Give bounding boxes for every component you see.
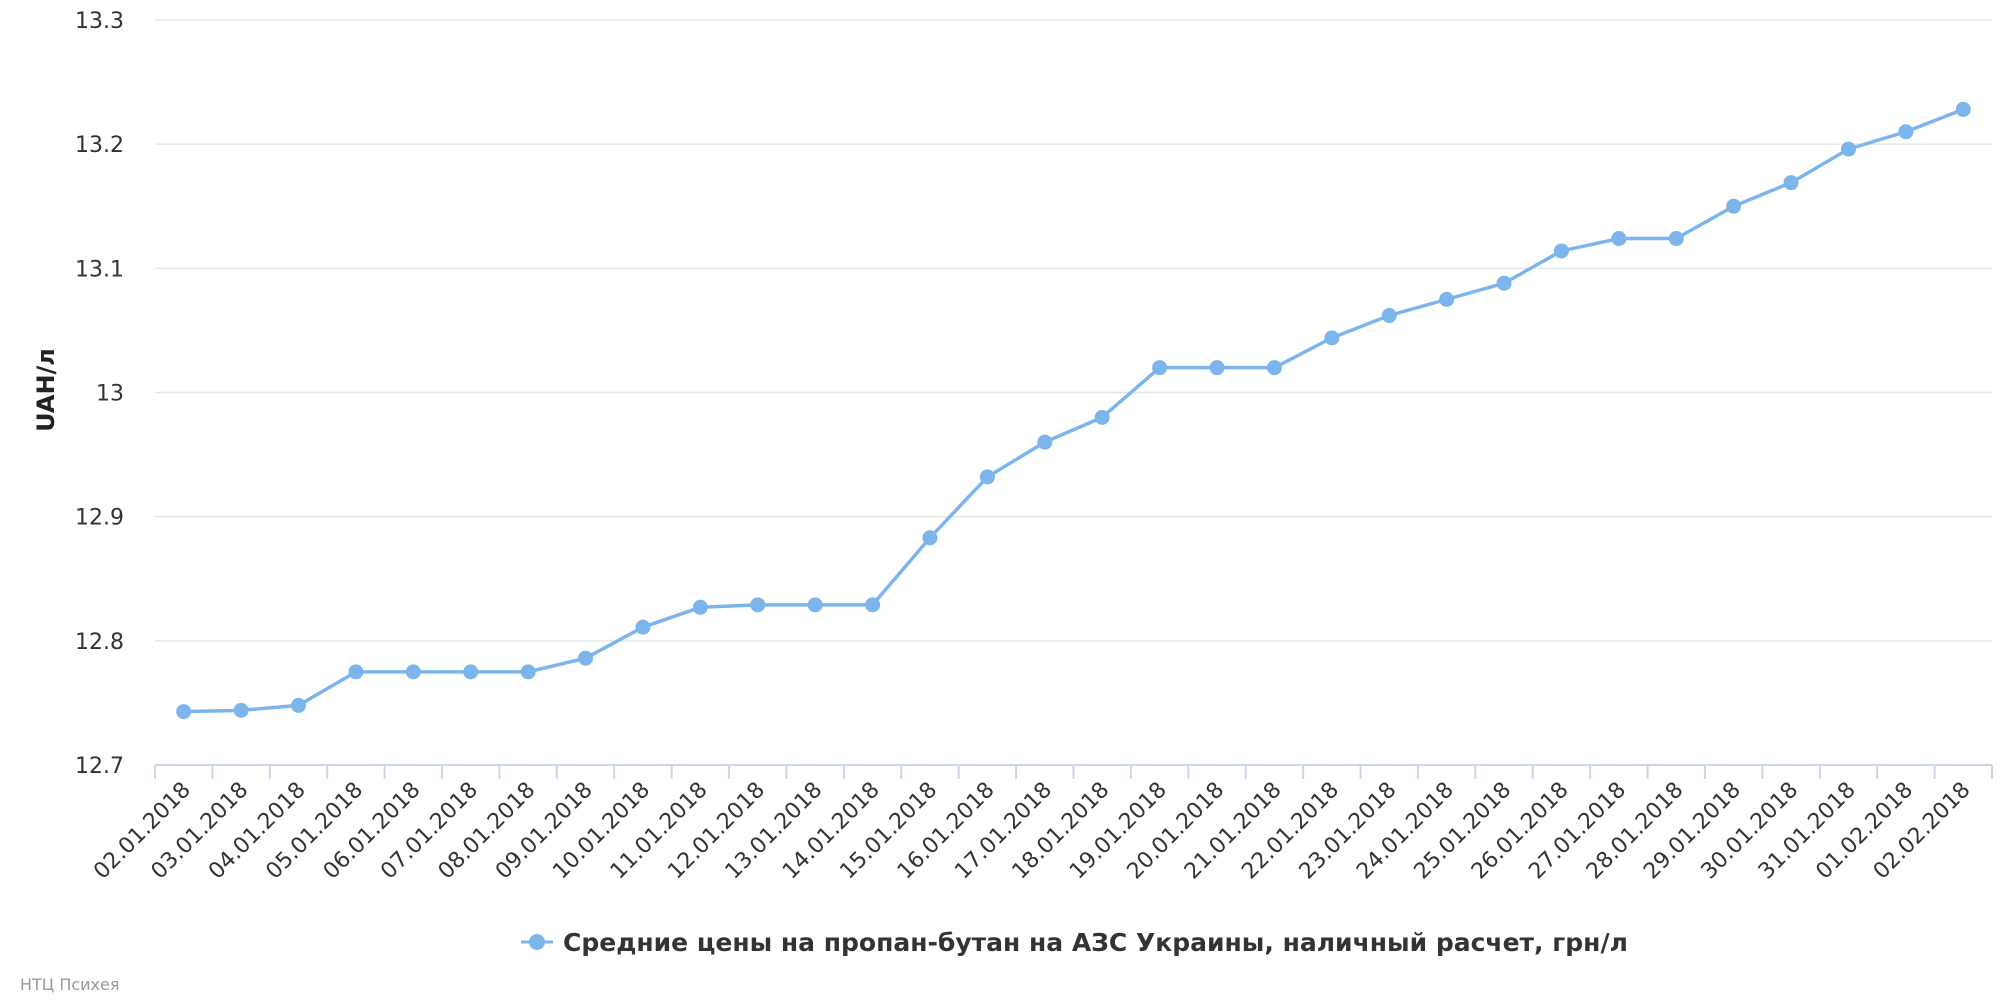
credits[interactable]: НТЦ Психея (20, 975, 119, 994)
series-layer (176, 101, 1971, 720)
data-point[interactable] (865, 597, 881, 613)
data-point[interactable] (578, 650, 594, 666)
data-point[interactable] (1553, 243, 1569, 259)
legend-label: Средние цены на пропан-бутан на АЗС Укра… (563, 928, 1628, 957)
data-point[interactable] (1496, 275, 1512, 291)
data-point[interactable] (1439, 291, 1455, 307)
y-axis-title: UAH/л (32, 348, 60, 432)
data-point[interactable] (979, 469, 995, 485)
data-point[interactable] (1840, 141, 1856, 157)
x-axis (154, 764, 1993, 779)
data-point[interactable] (635, 619, 651, 635)
y-tick-label: 13.1 (75, 257, 124, 282)
legend[interactable]: Средние цены на пропан-бутан на АЗС Укра… (521, 928, 1628, 957)
data-point[interactable] (807, 597, 823, 613)
y-tick-label: 12.7 (75, 754, 124, 779)
data-point[interactable] (520, 664, 536, 680)
data-point[interactable] (233, 702, 249, 718)
data-point[interactable] (1381, 308, 1397, 324)
data-point[interactable] (176, 704, 192, 720)
series-line (181, 107, 1966, 714)
data-point[interactable] (1668, 231, 1684, 247)
x-axis-ticks: 02.01.201803.01.201804.01.201805.01.2018… (89, 778, 1975, 885)
data-point[interactable] (750, 597, 766, 613)
data-point[interactable] (1266, 360, 1282, 376)
data-point[interactable] (405, 664, 421, 680)
data-point[interactable] (1611, 231, 1627, 247)
y-tick-label: 13.2 (75, 133, 124, 158)
data-point[interactable] (1324, 330, 1340, 346)
data-point[interactable] (1726, 198, 1742, 214)
data-point[interactable] (1094, 409, 1110, 425)
data-point[interactable] (463, 664, 479, 680)
data-point[interactable] (1898, 124, 1914, 140)
data-point[interactable] (692, 599, 708, 615)
y-tick-label: 13 (96, 382, 124, 407)
grid-lines (155, 19, 1992, 642)
data-point[interactable] (1955, 101, 1971, 117)
data-point[interactable] (1783, 175, 1799, 191)
data-point[interactable] (348, 664, 364, 680)
data-point[interactable] (1209, 360, 1225, 376)
y-axis-ticks: 12.7 12.8 12.9 13 13.1 13.2 13.3 (75, 9, 124, 779)
data-point[interactable] (922, 530, 938, 546)
data-point[interactable] (1152, 360, 1168, 376)
y-tick-label: 12.9 (75, 506, 124, 531)
y-tick-label: 12.8 (75, 630, 124, 655)
data-point[interactable] (1037, 434, 1053, 450)
data-point[interactable] (291, 697, 307, 713)
y-tick-label: 13.3 (75, 9, 124, 34)
legend-marker-icon (529, 934, 545, 950)
